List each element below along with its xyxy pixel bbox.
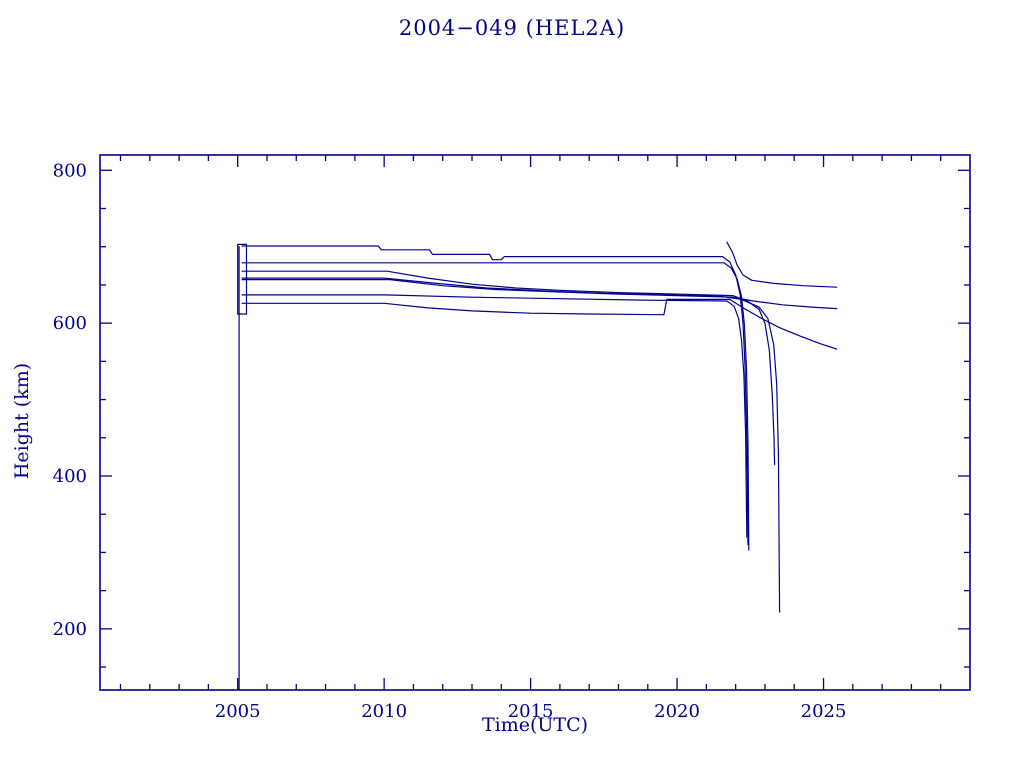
series-launch-dispersion-box	[237, 243, 248, 315]
series-track-3	[241, 270, 776, 466]
series-track-6	[241, 294, 748, 538]
y-tick-label: 600	[53, 313, 87, 334]
y-tick-label: 200	[53, 619, 87, 640]
series-track-2	[241, 262, 750, 551]
x-tick-label: 2020	[654, 701, 700, 722]
y-tick-label: 400	[53, 466, 87, 487]
series-track-5	[241, 279, 838, 310]
series-track-1	[241, 245, 749, 546]
y-tick-label: 800	[53, 160, 87, 181]
x-tick-label: 2015	[508, 701, 554, 722]
series-track-4	[241, 277, 781, 613]
series-track-8	[726, 241, 838, 288]
plot-frame	[99, 154, 971, 691]
series-track-7	[241, 298, 838, 350]
x-tick-label: 2025	[801, 701, 847, 722]
x-tick-label: 2010	[361, 701, 407, 722]
x-tick-label: 2005	[215, 701, 261, 722]
chart-title: 2004−049 (HEL2A)	[398, 16, 626, 40]
x-axis-label: Time(UTC)	[481, 714, 589, 736]
